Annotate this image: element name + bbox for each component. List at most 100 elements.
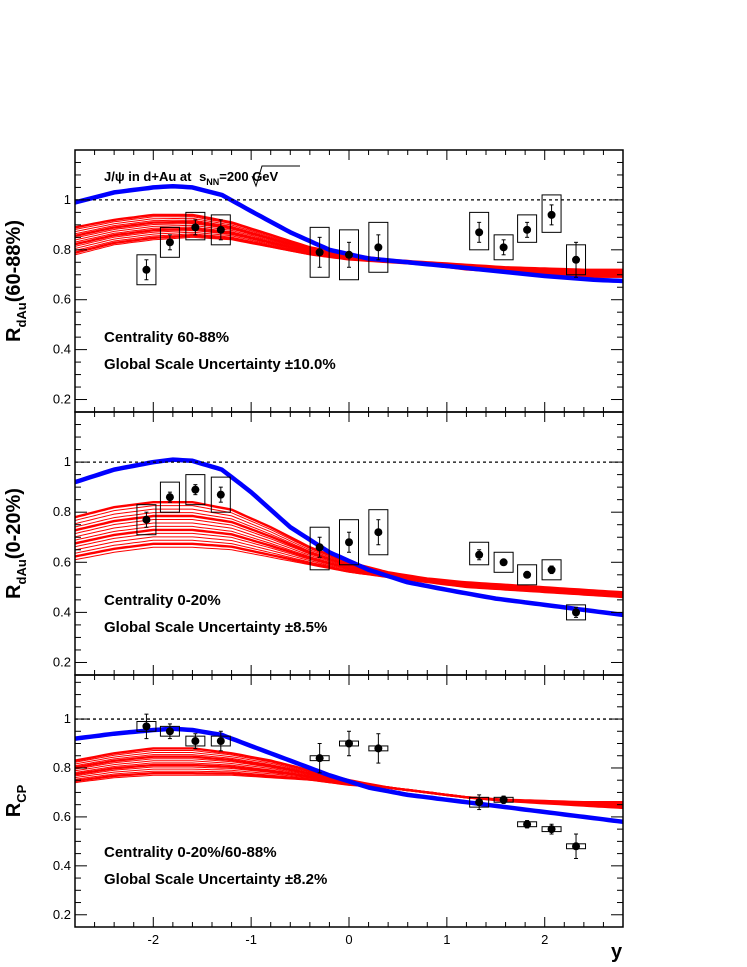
panel-annotation: Centrality 0-20% bbox=[104, 592, 221, 609]
panel-2: 0.2 0.4 0.6 0.8 1 RdAu(0-20%) Centrality 0-20%… bbox=[3, 411, 624, 676]
data-point bbox=[159, 723, 180, 740]
data-point bbox=[309, 526, 330, 571]
systematic-box bbox=[159, 481, 180, 513]
y-tick-label: 1 bbox=[64, 454, 71, 469]
systematic-box bbox=[566, 604, 587, 621]
systematic-box bbox=[185, 474, 206, 506]
y-axis-label: RCP bbox=[3, 784, 29, 817]
y-tick-label: 0.4 bbox=[53, 604, 71, 619]
panel-annotation: Global Scale Uncertainty ±8.2% bbox=[104, 871, 327, 888]
systematic-box bbox=[469, 211, 490, 251]
systematic-box bbox=[368, 509, 389, 556]
data-marker bbox=[523, 570, 532, 579]
systematic-box bbox=[541, 194, 562, 233]
y-axis-label: RdAu(60-88%) bbox=[3, 220, 29, 342]
y-tick-label: 0.8 bbox=[53, 760, 71, 775]
data-point bbox=[210, 214, 231, 246]
y-tick-label: 0.2 bbox=[53, 907, 71, 922]
systematic-box bbox=[493, 234, 514, 261]
data-point bbox=[339, 730, 359, 757]
systematic-box bbox=[339, 229, 359, 281]
systematic-box bbox=[210, 476, 231, 513]
data-point bbox=[309, 743, 330, 774]
systematic-box bbox=[159, 226, 180, 258]
model-curve bbox=[75, 457, 623, 618]
panel-annotation: Global Scale Uncertainty ±8.5% bbox=[104, 619, 327, 636]
data-marker bbox=[572, 842, 581, 851]
x-tick-label: 1 bbox=[443, 932, 450, 947]
x-tick-label: -2 bbox=[148, 932, 160, 947]
data-marker bbox=[315, 754, 324, 763]
data-marker bbox=[572, 255, 581, 264]
model-band-curve bbox=[75, 752, 623, 804]
data-marker bbox=[499, 558, 508, 567]
data-marker bbox=[191, 223, 200, 232]
data-marker bbox=[191, 485, 200, 494]
systematic-box bbox=[517, 564, 538, 586]
data-marker bbox=[345, 250, 353, 259]
data-marker bbox=[216, 225, 225, 234]
data-marker bbox=[547, 210, 556, 219]
systematic-box bbox=[185, 211, 206, 241]
y-tick-label: 0.6 bbox=[53, 292, 71, 307]
data-marker bbox=[142, 265, 151, 274]
panel-annotation: Centrality 0-20%/60-88% bbox=[104, 844, 277, 861]
systematic-box bbox=[210, 214, 231, 246]
data-marker bbox=[216, 737, 225, 746]
data-point bbox=[339, 229, 359, 281]
title-text: J/ψ in d+Au at sNN=200 GeV bbox=[104, 169, 279, 187]
data-marker bbox=[345, 739, 353, 748]
sqrt-sign bbox=[251, 165, 300, 188]
data-point bbox=[517, 214, 538, 243]
y-tick-label: 1 bbox=[64, 192, 71, 207]
data-point bbox=[136, 713, 157, 740]
data-point bbox=[339, 519, 359, 566]
data-marker bbox=[523, 820, 532, 829]
y-tick-label: 0.8 bbox=[53, 504, 71, 519]
data-marker bbox=[345, 538, 353, 547]
plot-area bbox=[75, 713, 623, 859]
data-point bbox=[493, 234, 514, 261]
data-marker bbox=[165, 493, 174, 502]
data-point bbox=[541, 559, 562, 581]
data-point bbox=[368, 509, 389, 556]
data-point bbox=[541, 194, 562, 233]
data-marker bbox=[142, 515, 151, 524]
model-band-curve bbox=[75, 512, 623, 594]
data-point bbox=[541, 823, 562, 835]
data-marker bbox=[547, 565, 556, 574]
panel-title: J/ψ in d+Au at sNN=200 GeV bbox=[104, 165, 300, 188]
data-point bbox=[368, 221, 389, 273]
y-tick-label: 0.4 bbox=[53, 342, 71, 357]
data-point bbox=[493, 551, 514, 573]
data-point bbox=[185, 474, 206, 506]
model-band-curve bbox=[75, 514, 623, 596]
data-marker bbox=[315, 543, 324, 552]
data-marker bbox=[165, 238, 174, 247]
data-marker bbox=[374, 744, 383, 753]
data-marker bbox=[374, 528, 383, 537]
data-point bbox=[368, 733, 389, 764]
data-marker bbox=[374, 243, 383, 252]
y-axis-label: RdAu(0-20%) bbox=[3, 488, 29, 599]
plot-area bbox=[75, 183, 623, 286]
systematic-box bbox=[469, 541, 490, 566]
systematic-box bbox=[136, 254, 157, 286]
data-marker bbox=[191, 737, 200, 746]
y-tick-label: 0.4 bbox=[53, 858, 71, 873]
systematic-box bbox=[136, 504, 157, 536]
data-marker bbox=[499, 795, 508, 804]
x-axis-label: y bbox=[611, 941, 623, 963]
data-marker bbox=[165, 727, 174, 736]
data-point bbox=[136, 254, 157, 286]
y-tick-label: 0.8 bbox=[53, 242, 71, 257]
data-point bbox=[469, 541, 490, 566]
systematic-box bbox=[309, 526, 330, 571]
data-point bbox=[566, 241, 587, 278]
y-tick-label: 0.6 bbox=[53, 809, 71, 824]
data-point bbox=[185, 733, 206, 749]
data-point bbox=[185, 211, 206, 241]
data-marker bbox=[216, 490, 225, 499]
y-tick-label: 0.2 bbox=[53, 654, 71, 669]
